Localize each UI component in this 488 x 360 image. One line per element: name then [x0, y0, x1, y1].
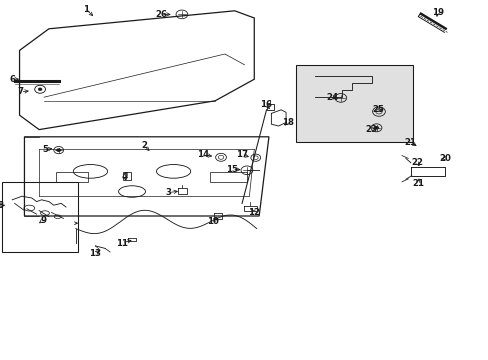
Text: 2: 2 [141, 141, 147, 150]
Text: 8: 8 [0, 201, 4, 210]
Text: 10: 10 [206, 217, 218, 226]
Text: 17: 17 [236, 150, 247, 159]
Text: 3: 3 [165, 188, 171, 197]
Text: 16: 16 [260, 100, 272, 109]
Bar [56, 172, 88, 182]
Text: 24: 24 [326, 93, 338, 102]
Bar [123, 172, 131, 180]
Text: 15: 15 [226, 165, 238, 174]
Text: 4: 4 [122, 172, 127, 181]
Text: 20: 20 [438, 154, 450, 163]
Text: 1: 1 [82, 4, 88, 13]
Bar [210, 172, 246, 182]
Text: 12: 12 [248, 208, 260, 217]
Text: 9: 9 [40, 216, 46, 225]
Text: 14: 14 [197, 150, 208, 159]
Text: 11: 11 [116, 238, 128, 248]
Text: 25: 25 [371, 105, 383, 114]
Circle shape [38, 88, 42, 91]
Text: 19: 19 [431, 8, 443, 17]
Text: 23: 23 [365, 125, 377, 134]
Circle shape [373, 126, 378, 130]
Text: 13: 13 [89, 249, 101, 258]
Text: 21: 21 [404, 138, 416, 147]
Text: 26: 26 [155, 10, 167, 19]
Text: 5: 5 [42, 145, 48, 154]
Circle shape [56, 148, 61, 152]
Text: 21: 21 [411, 179, 423, 188]
Text: 18: 18 [281, 118, 293, 127]
Text: 6: 6 [9, 75, 15, 84]
Text: 7: 7 [18, 87, 23, 96]
Text: 22: 22 [410, 158, 422, 167]
Bar [295, 65, 412, 142]
Bar [2, 182, 78, 252]
